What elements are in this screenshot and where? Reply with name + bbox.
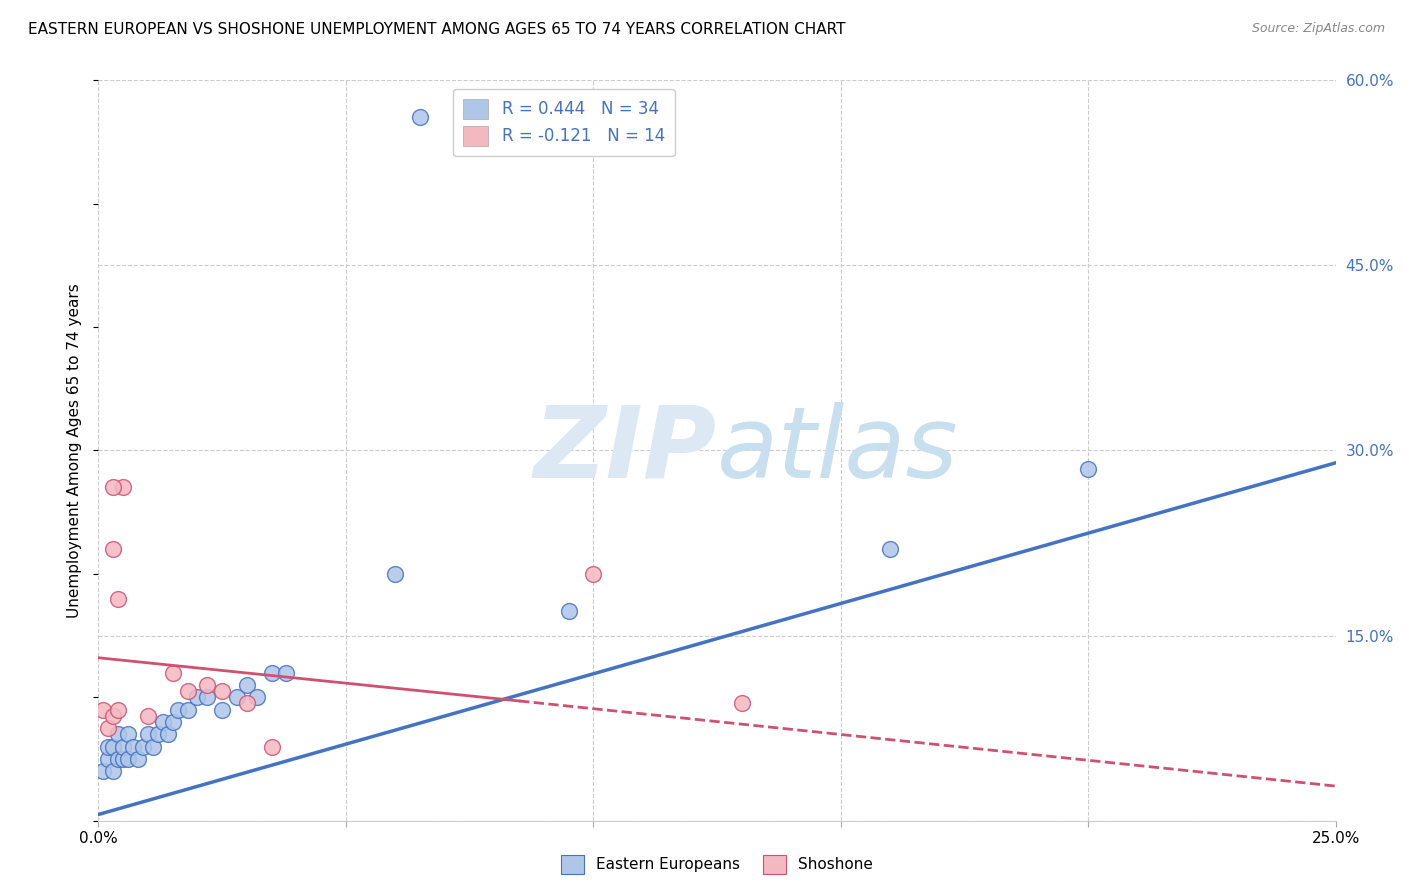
- Point: [112, 752, 135, 766]
- Point: [162, 665, 184, 680]
- Point: [117, 752, 139, 766]
- Point: [122, 739, 145, 754]
- Point: [731, 697, 754, 711]
- Y-axis label: Unemployment Among Ages 65 to 74 years: Unemployment Among Ages 65 to 74 years: [67, 283, 83, 618]
- Point: [246, 690, 269, 705]
- Point: [107, 752, 129, 766]
- Point: [384, 566, 406, 581]
- Point: [107, 727, 129, 741]
- Point: [142, 739, 165, 754]
- Point: [97, 752, 120, 766]
- Point: [152, 714, 174, 729]
- Point: [97, 739, 120, 754]
- Point: [136, 708, 159, 723]
- Point: [107, 591, 129, 606]
- Point: [211, 703, 233, 717]
- Point: [557, 604, 579, 618]
- Point: [112, 739, 135, 754]
- Text: ZIP: ZIP: [534, 402, 717, 499]
- Point: [103, 481, 125, 495]
- Legend: Eastern Europeans, Shoshone: Eastern Europeans, Shoshone: [555, 849, 879, 880]
- Point: [166, 703, 188, 717]
- Point: [260, 739, 283, 754]
- Point: [195, 678, 218, 692]
- Point: [409, 111, 432, 125]
- Point: [162, 714, 184, 729]
- Point: [236, 697, 259, 711]
- Point: [211, 684, 233, 698]
- Point: [136, 727, 159, 741]
- Point: [226, 690, 249, 705]
- Point: [127, 752, 149, 766]
- Point: [103, 708, 125, 723]
- Point: [93, 703, 115, 717]
- Point: [146, 727, 169, 741]
- Point: [186, 690, 208, 705]
- Point: [195, 690, 218, 705]
- Point: [117, 727, 139, 741]
- Point: [97, 721, 120, 735]
- Point: [103, 542, 125, 557]
- Text: EASTERN EUROPEAN VS SHOSHONE UNEMPLOYMENT AMONG AGES 65 TO 74 YEARS CORRELATION : EASTERN EUROPEAN VS SHOSHONE UNEMPLOYMEN…: [28, 22, 845, 37]
- Point: [132, 739, 155, 754]
- Point: [112, 481, 135, 495]
- Point: [236, 678, 259, 692]
- Text: Source: ZipAtlas.com: Source: ZipAtlas.com: [1251, 22, 1385, 36]
- Text: atlas: atlas: [717, 402, 959, 499]
- Point: [103, 764, 125, 779]
- Point: [276, 665, 298, 680]
- Point: [103, 739, 125, 754]
- Point: [107, 703, 129, 717]
- Point: [93, 764, 115, 779]
- Point: [582, 566, 605, 581]
- Point: [156, 727, 179, 741]
- Point: [260, 665, 283, 680]
- Point: [176, 684, 198, 698]
- Point: [879, 542, 901, 557]
- Point: [176, 703, 198, 717]
- Point: [1077, 462, 1099, 476]
